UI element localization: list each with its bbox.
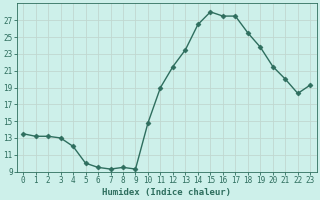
- X-axis label: Humidex (Indice chaleur): Humidex (Indice chaleur): [102, 188, 231, 197]
